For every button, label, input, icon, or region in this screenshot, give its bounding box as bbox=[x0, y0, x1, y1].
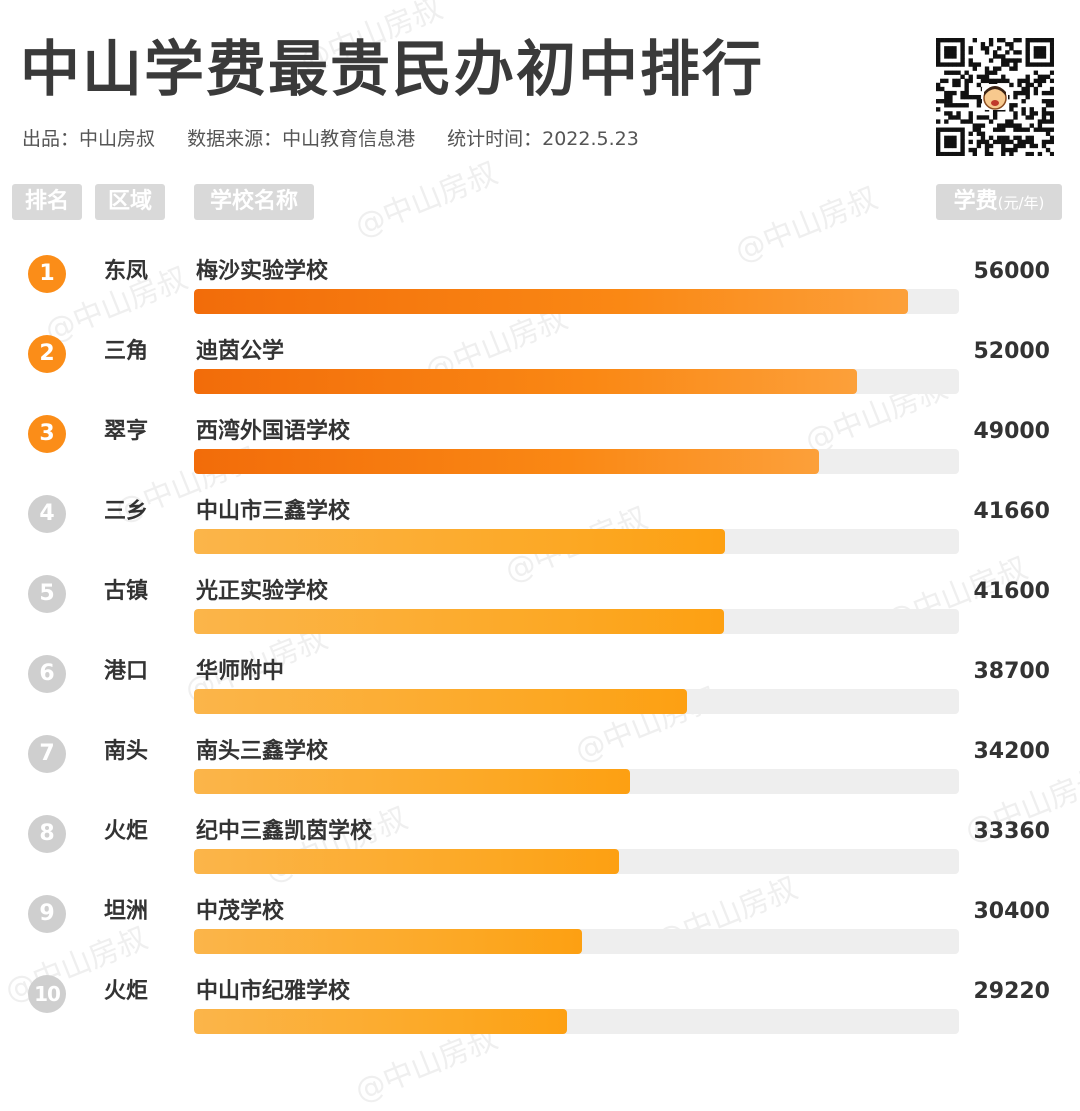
fee-bar bbox=[194, 369, 857, 394]
school-name: 西湾外国语学校 bbox=[196, 419, 351, 444]
fee-value: 29220 bbox=[973, 979, 1050, 1004]
school-name: 南头三鑫学校 bbox=[196, 739, 329, 764]
school-name: 光正实验学校 bbox=[196, 579, 329, 604]
page-title: 中山学费最贵民办初中排行 bbox=[20, 35, 764, 105]
school-name: 华师附中 bbox=[196, 659, 285, 684]
fee-value: 38700 bbox=[973, 659, 1050, 684]
region-label: 港口 bbox=[104, 659, 149, 684]
producer-text: 出品：中山房叔 bbox=[22, 128, 156, 150]
fee-bar bbox=[194, 689, 687, 714]
fee-bar bbox=[194, 289, 908, 314]
rank-badge: 1 bbox=[28, 255, 66, 293]
table-row: 3 翠亨 西湾外国语学校 49000 bbox=[0, 400, 1080, 480]
table-row: 6 港口 华师附中 38700 bbox=[0, 640, 1080, 720]
region-label: 三乡 bbox=[104, 499, 149, 524]
school-name: 纪中三鑫凯茵学校 bbox=[196, 819, 373, 844]
bar-track bbox=[194, 1009, 959, 1034]
school-name: 迪茵公学 bbox=[196, 339, 285, 364]
table-row: 10 火炬 中山市纪雅学校 29220 bbox=[0, 960, 1080, 1040]
table-row: 4 三乡 中山市三鑫学校 41660 bbox=[0, 480, 1080, 560]
header-school: 学校名称 bbox=[194, 184, 314, 220]
fee-value: 56000 bbox=[973, 259, 1050, 284]
rank-badge: 6 bbox=[28, 655, 66, 693]
school-name: 中茂学校 bbox=[196, 899, 285, 924]
bar-track bbox=[194, 449, 959, 474]
school-name: 中山市纪雅学校 bbox=[196, 979, 351, 1004]
table-row: 9 坦洲 中茂学校 30400 bbox=[0, 880, 1080, 960]
fee-bar bbox=[194, 769, 630, 794]
rank-badge: 9 bbox=[28, 895, 66, 933]
fee-bar bbox=[194, 609, 724, 634]
region-label: 坦洲 bbox=[104, 899, 149, 924]
bar-track bbox=[194, 689, 959, 714]
header-fee: 学费(元/年) bbox=[936, 184, 1062, 220]
bar-track bbox=[194, 849, 959, 874]
fee-value: 30400 bbox=[973, 899, 1050, 924]
bar-track bbox=[194, 609, 959, 634]
region-label: 南头 bbox=[104, 739, 149, 764]
school-name: 中山市三鑫学校 bbox=[196, 499, 351, 524]
rank-badge: 10 bbox=[28, 975, 66, 1013]
region-label: 翠亨 bbox=[104, 419, 149, 444]
rank-badge: 3 bbox=[28, 415, 66, 453]
fee-value: 49000 bbox=[973, 419, 1050, 444]
table-row: 8 火炬 纪中三鑫凯茵学校 33360 bbox=[0, 800, 1080, 880]
fee-bar bbox=[194, 529, 725, 554]
header-fee-label: 学费 bbox=[953, 189, 998, 214]
table-row: 5 古镇 光正实验学校 41600 bbox=[0, 560, 1080, 640]
table-row: 1 东凤 梅沙实验学校 56000 bbox=[0, 240, 1080, 320]
header-fee-unit: (元/年) bbox=[997, 194, 1045, 212]
region-label: 三角 bbox=[104, 339, 149, 364]
header-rank: 排名 bbox=[12, 184, 82, 220]
watermark: @中山房叔 bbox=[350, 155, 503, 245]
rank-badge: 7 bbox=[28, 735, 66, 773]
region-label: 火炬 bbox=[104, 819, 149, 844]
region-label: 东凤 bbox=[104, 259, 149, 284]
fee-bar bbox=[194, 1009, 567, 1034]
meta-line: 出品：中山房叔 数据来源：中山教育信息港 统计时间：2022.5.23 bbox=[22, 124, 665, 154]
school-name: 梅沙实验学校 bbox=[196, 259, 329, 284]
qr-code-icon bbox=[936, 38, 1054, 156]
region-label: 古镇 bbox=[104, 579, 149, 604]
fee-value: 41660 bbox=[973, 499, 1050, 524]
bar-track bbox=[194, 529, 959, 554]
bar-track bbox=[194, 769, 959, 794]
table-row: 7 南头 南头三鑫学校 34200 bbox=[0, 720, 1080, 800]
fee-value: 52000 bbox=[973, 339, 1050, 364]
region-label: 火炬 bbox=[104, 979, 149, 1004]
fee-bar bbox=[194, 929, 582, 954]
source-text: 数据来源：中山教育信息港 bbox=[187, 128, 416, 150]
bar-track bbox=[194, 929, 959, 954]
bar-track bbox=[194, 369, 959, 394]
rank-badge: 4 bbox=[28, 495, 66, 533]
fee-value: 41600 bbox=[973, 579, 1050, 604]
header-region: 区域 bbox=[95, 184, 165, 220]
fee-value: 34200 bbox=[973, 739, 1050, 764]
bar-track bbox=[194, 289, 959, 314]
fee-bar bbox=[194, 449, 819, 474]
table-row: 2 三角 迪茵公学 52000 bbox=[0, 320, 1080, 400]
rank-badge: 2 bbox=[28, 335, 66, 373]
fee-value: 33360 bbox=[973, 819, 1050, 844]
fee-bar bbox=[194, 849, 619, 874]
stat-time-text: 统计时间：2022.5.23 bbox=[447, 128, 639, 150]
rank-badge: 8 bbox=[28, 815, 66, 853]
rank-badge: 5 bbox=[28, 575, 66, 613]
